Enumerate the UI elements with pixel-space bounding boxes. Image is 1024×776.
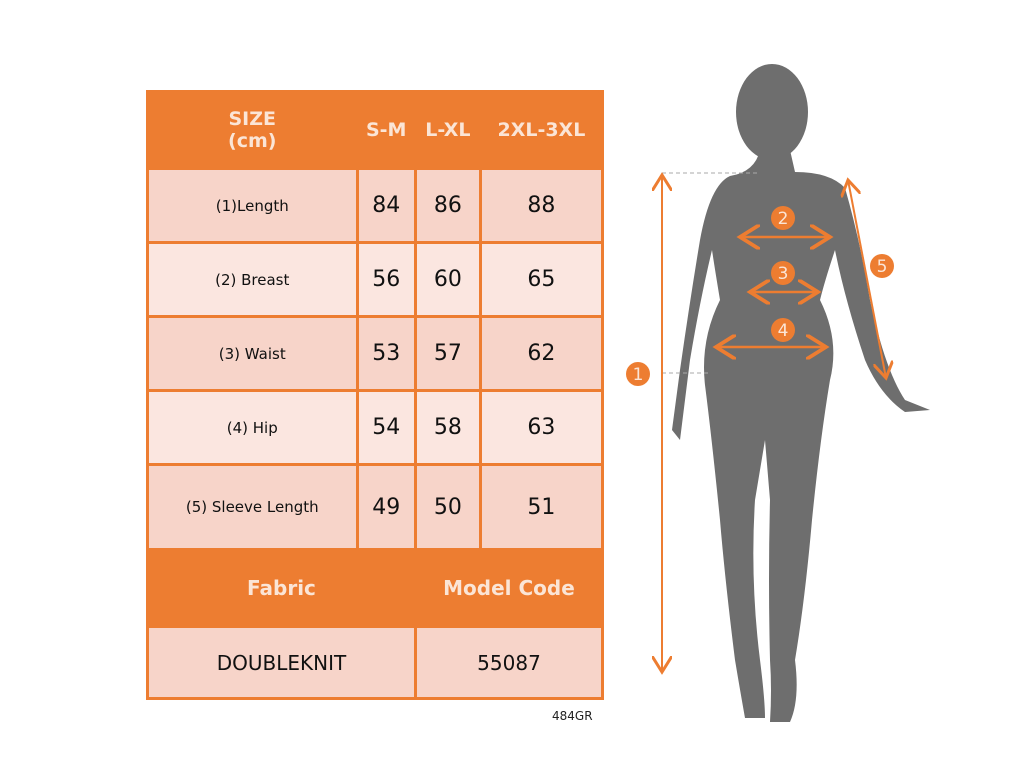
- cell: 65: [478, 241, 605, 318]
- size-sm-header: S-M: [355, 90, 417, 170]
- size-header: SIZE (cm): [146, 90, 359, 170]
- cell: 49: [355, 463, 417, 551]
- row-label: (4) Hip: [146, 389, 359, 466]
- woman-silhouette: [672, 64, 930, 722]
- cell: 51: [478, 463, 605, 551]
- marker-1-icon: 1: [626, 362, 650, 386]
- svg-text:1: 1: [633, 365, 644, 385]
- cell: 84: [355, 167, 417, 244]
- cell: 58: [413, 389, 482, 466]
- marker-4-icon: 4: [771, 318, 795, 342]
- size-chart-table: SIZE (cm) S-M L-XL 2XL-3XL (1)Length 84 …: [146, 90, 605, 700]
- fabric-header: Fabric: [146, 548, 417, 628]
- size-lxl-header: L-XL: [413, 90, 482, 170]
- table-row: (4) Hip 54 58 63: [146, 389, 605, 466]
- row-label: (1)Length: [146, 167, 359, 244]
- row-label: (5) Sleeve Length: [146, 463, 359, 551]
- cell: 54: [355, 389, 417, 466]
- cell: 88: [478, 167, 605, 244]
- cell: 86: [413, 167, 482, 244]
- fabric-value: DOUBLEKNIT: [146, 625, 417, 700]
- svg-text:4: 4: [778, 321, 789, 341]
- header-row: SIZE (cm) S-M L-XL 2XL-3XL: [146, 90, 605, 170]
- model-code-value: 55087: [413, 625, 605, 700]
- footer-header-row: Fabric Model Code: [146, 548, 605, 628]
- cell: 63: [478, 389, 605, 466]
- marker-2-icon: 2: [771, 206, 795, 230]
- cell: 62: [478, 315, 605, 392]
- model-code-header: Model Code: [413, 548, 605, 628]
- marker-3-icon: 3: [771, 261, 795, 285]
- cell: 60: [413, 241, 482, 318]
- cell: 50: [413, 463, 482, 551]
- table-row: (1)Length 84 86 88: [146, 167, 605, 244]
- row-label: (3) Waist: [146, 315, 359, 392]
- svg-text:2: 2: [778, 209, 789, 229]
- row-label: (2) Breast: [146, 241, 359, 318]
- cell: 53: [355, 315, 417, 392]
- product-code: 484GR: [552, 709, 593, 723]
- svg-text:3: 3: [778, 264, 789, 284]
- table-row: (5) Sleeve Length 49 50 51: [146, 463, 605, 551]
- table-row: (3) Waist 53 57 62: [146, 315, 605, 392]
- cell: 56: [355, 241, 417, 318]
- cell: 57: [413, 315, 482, 392]
- marker-5-icon: 5: [870, 254, 894, 278]
- svg-text:5: 5: [877, 257, 888, 277]
- footer-value-row: DOUBLEKNIT 55087: [146, 625, 605, 700]
- table-row: (2) Breast 56 60 65: [146, 241, 605, 318]
- size-2xl3xl-header: 2XL-3XL: [478, 90, 605, 170]
- sleeve-arrow: [848, 180, 886, 378]
